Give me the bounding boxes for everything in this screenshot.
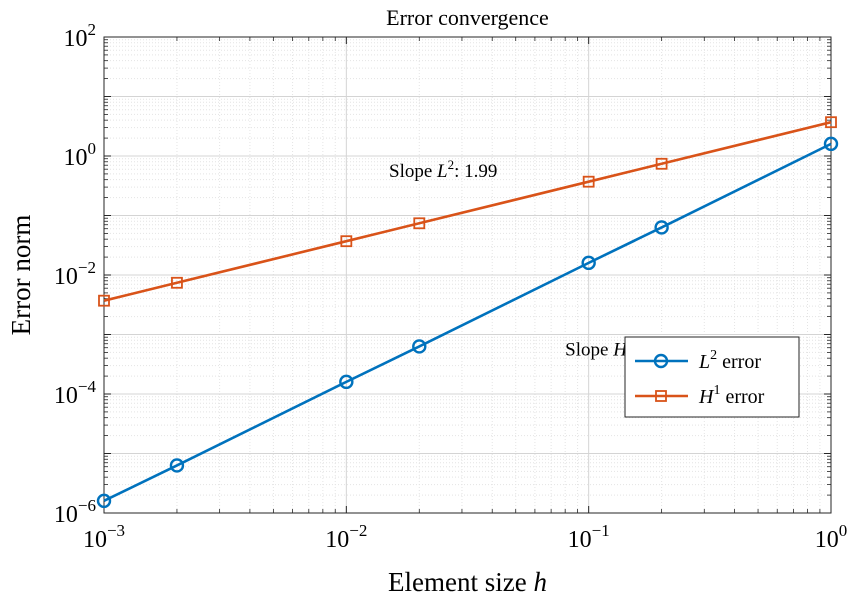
y-tick-label: 100 [64, 139, 97, 171]
x-tick-label: 10−2 [325, 521, 367, 553]
legend-marker [653, 353, 669, 369]
series-2 [98, 116, 837, 307]
x-tick-label: 10−1 [568, 521, 610, 553]
legend-entry-2: H1 error [635, 383, 765, 408]
data-point [582, 175, 595, 188]
data-point [169, 458, 185, 473]
data-point [413, 217, 426, 230]
series-line [103, 120, 832, 302]
data-point [655, 157, 668, 170]
series-layer [96, 116, 839, 509]
y-tick-label: 10−6 [54, 496, 96, 528]
data-point [171, 276, 183, 289]
x-axis-label: Element size h [388, 567, 547, 597]
legend-label: L2 error [698, 348, 761, 373]
data-point [581, 255, 596, 271]
slope-annotation: Slope L2: 1.99 [389, 157, 497, 182]
x-tick-label: 10−3 [83, 521, 125, 553]
series-1 [96, 136, 839, 509]
axis-ticks [103, 36, 832, 514]
data-point [412, 339, 427, 354]
minor-grid [104, 37, 831, 513]
y-tick-label: 10−4 [54, 377, 97, 409]
legend: L2 error H1 error [624, 336, 800, 418]
data-point [339, 374, 354, 390]
data-point [654, 220, 669, 235]
chart-title: Error convergence [386, 5, 549, 30]
x-tick-label: 100 [815, 521, 848, 553]
legend-box [624, 336, 800, 418]
series-line [103, 142, 832, 503]
tick-labels: 10−3 10−2 10−1 100 10−6 10−4 10−2 100 102 [54, 20, 847, 553]
y-axis-label: Error norm [6, 215, 36, 336]
legend-entry-1: L2 error [635, 348, 761, 373]
y-tick-label: 10−2 [54, 258, 96, 290]
y-tick-label: 102 [64, 20, 97, 52]
data-point [340, 235, 353, 248]
data-point [825, 116, 837, 129]
legend-marker [655, 390, 667, 402]
legend-label: H1 error [698, 383, 765, 408]
data-point [98, 294, 110, 307]
data-point [823, 136, 839, 152]
data-point [96, 493, 112, 509]
